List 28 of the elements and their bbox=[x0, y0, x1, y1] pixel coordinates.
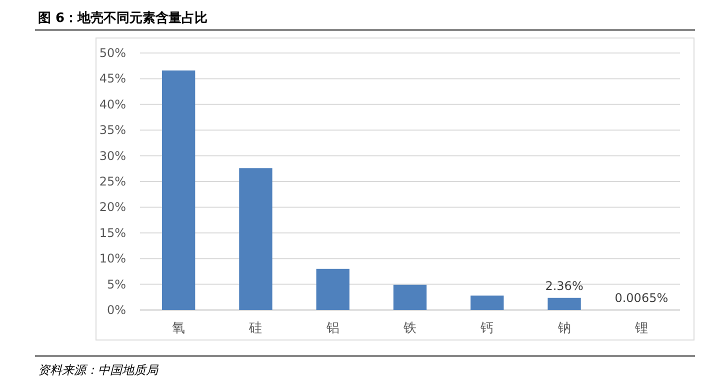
bar bbox=[316, 268, 350, 310]
y-tick-label: 10% bbox=[99, 252, 126, 266]
chart-title: 图 6：地壳不同元素含量占比 bbox=[38, 10, 208, 26]
x-tick-label: 铁 bbox=[402, 321, 416, 336]
y-tick-label: 20% bbox=[99, 200, 126, 214]
y-tick-label: 50% bbox=[99, 46, 126, 60]
x-tick-label: 硅 bbox=[248, 321, 262, 336]
data-label: 0.0065% bbox=[614, 290, 668, 305]
bar bbox=[470, 296, 504, 310]
x-tick-label: 钠 bbox=[556, 321, 571, 336]
x-tick-label: 氧 bbox=[172, 321, 186, 336]
text: 资料来源：中国地质局 bbox=[38, 363, 159, 377]
y-tick-label: 0% bbox=[106, 303, 126, 317]
y-tick-label: 30% bbox=[99, 148, 126, 163]
y-tick-label: 35% bbox=[99, 123, 126, 138]
x-tick-label: 铝 bbox=[325, 321, 340, 336]
x-tick-label: 钙 bbox=[480, 321, 494, 336]
bar bbox=[162, 70, 196, 310]
bar bbox=[393, 284, 427, 310]
y-tick-label: 25% bbox=[99, 174, 126, 188]
data-label: 2.36% bbox=[545, 278, 584, 293]
bar bbox=[239, 168, 272, 310]
y-tick-label: 15% bbox=[99, 226, 126, 240]
y-tick-label: 45% bbox=[99, 72, 126, 86]
y-tick-label: 5% bbox=[106, 277, 126, 292]
bar bbox=[548, 298, 581, 310]
x-tick-label: 锂 bbox=[634, 321, 648, 336]
y-tick-label: 40% bbox=[99, 97, 126, 112]
